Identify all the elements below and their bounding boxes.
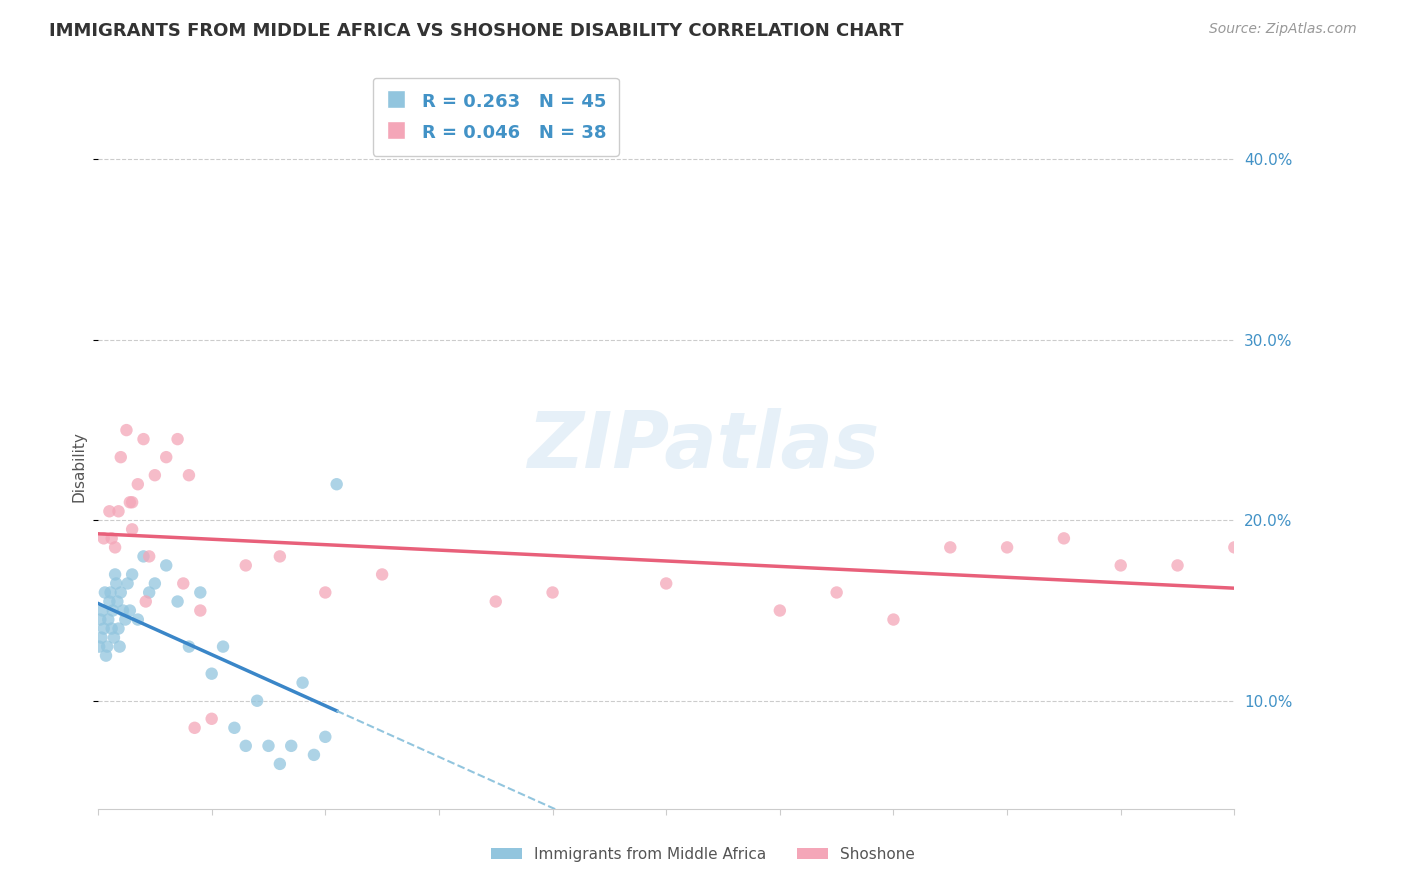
Point (314, 730, 336, 744)
Point (302, 747, 325, 762)
Point (143, 576, 166, 591)
Point (110, 585, 132, 599)
Text: Source: ZipAtlas.com: Source: ZipAtlas.com (1209, 22, 1357, 37)
Point (1053, 532, 1076, 546)
Point (97, 613, 120, 627)
Point (105, 594, 128, 608)
Point (825, 585, 848, 599)
Point (115, 423, 138, 437)
Point (314, 585, 336, 599)
Legend: R = 0.263   N = 45, R = 0.046   N = 38: R = 0.263 N = 45, R = 0.046 N = 38 (373, 78, 619, 156)
Point (201, 666, 224, 681)
Point (1109, 558, 1132, 573)
Point (107, 622, 129, 636)
Point (201, 712, 224, 726)
Point (235, 558, 257, 573)
Point (105, 576, 128, 591)
Point (110, 450, 132, 465)
Point (541, 585, 564, 599)
Point (121, 495, 143, 509)
Point (100, 585, 122, 599)
Point (655, 576, 678, 591)
Point (114, 613, 136, 627)
Y-axis label: Disability: Disability (72, 431, 86, 501)
Point (100, 622, 122, 636)
Point (1167, 558, 1189, 573)
Point (89, 613, 111, 627)
Point (98, 504, 121, 518)
Point (183, 721, 205, 735)
Point (135, 594, 157, 608)
Point (1223, 541, 1246, 555)
Point (269, 549, 291, 564)
Point (94, 648, 117, 663)
Point (132, 432, 155, 446)
Point (108, 640, 131, 654)
Legend: Immigrants from Middle Africa, Shoshone: Immigrants from Middle Africa, Shoshone (485, 841, 921, 868)
Point (882, 613, 904, 627)
Point (96, 640, 118, 654)
Point (138, 549, 160, 564)
Point (280, 739, 302, 753)
Point (121, 522, 143, 536)
Point (101, 603, 124, 617)
Point (127, 613, 149, 627)
Point (127, 477, 149, 491)
Point (166, 432, 188, 446)
Text: IMMIGRANTS FROM MIDDLE AFRICA VS SHOSHONE DISABILITY CORRELATION CHART: IMMIGRANTS FROM MIDDLE AFRICA VS SHOSHON… (49, 22, 904, 40)
Point (371, 567, 394, 582)
Point (224, 721, 246, 735)
Point (104, 567, 127, 582)
Point (93, 532, 115, 546)
Point (995, 541, 1018, 555)
Point (246, 694, 269, 708)
Point (177, 640, 200, 654)
Point (132, 549, 155, 564)
Point (121, 567, 143, 582)
Point (94, 585, 117, 599)
Point (117, 576, 139, 591)
Point (177, 468, 200, 483)
Point (104, 541, 127, 555)
Point (188, 585, 211, 599)
Point (155, 450, 177, 465)
Point (112, 603, 135, 617)
Point (172, 576, 194, 591)
Point (138, 585, 160, 599)
Point (166, 594, 188, 608)
Point (325, 477, 347, 491)
Point (143, 468, 166, 483)
Point (98, 594, 121, 608)
Text: ZIPatlas: ZIPatlas (527, 408, 879, 484)
Point (90, 631, 112, 645)
Point (100, 532, 122, 546)
Point (93, 622, 115, 636)
Point (212, 640, 235, 654)
Point (291, 675, 314, 690)
Point (188, 603, 211, 617)
Point (91, 603, 114, 617)
Point (269, 756, 291, 771)
Point (103, 631, 125, 645)
Point (257, 739, 280, 753)
Point (235, 739, 257, 753)
Point (89, 640, 111, 654)
Point (118, 495, 141, 509)
Point (939, 541, 962, 555)
Point (107, 504, 129, 518)
Point (118, 603, 141, 617)
Point (485, 594, 508, 608)
Point (769, 603, 792, 617)
Point (155, 558, 177, 573)
